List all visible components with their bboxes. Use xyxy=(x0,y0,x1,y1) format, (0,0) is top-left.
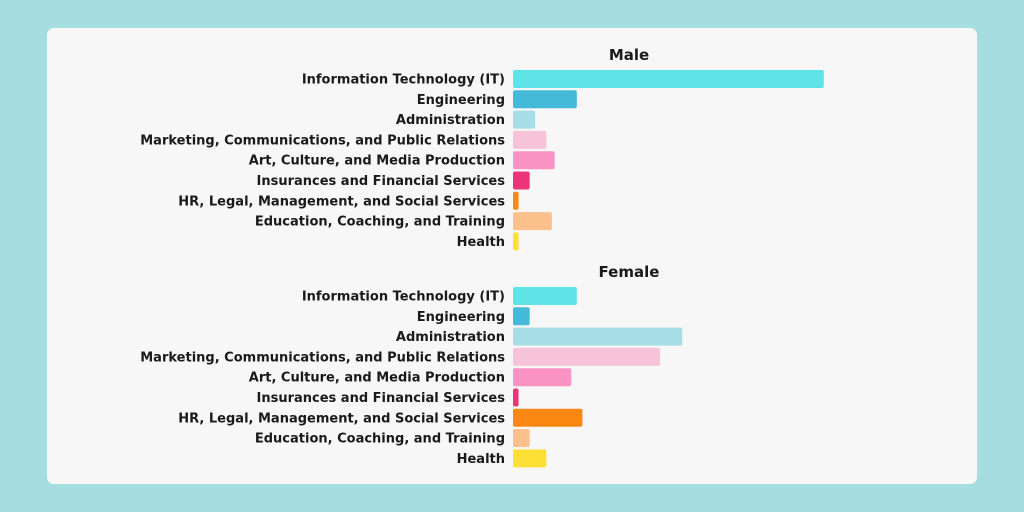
female-bar xyxy=(513,327,683,346)
horizontal-bar-chart: Male Information Technology (IT) Engineeri… xyxy=(140,46,824,468)
male-bar xyxy=(513,110,536,129)
female-panel: Female Information Technology (IT) Enginee… xyxy=(140,263,683,468)
female-category-label: Art, Culture, and Media Production xyxy=(249,371,505,386)
male-category-label: Administration xyxy=(396,113,505,128)
chart-card: Male Information Technology (IT) Engineeri… xyxy=(47,28,977,484)
female-bar xyxy=(513,449,547,468)
male-panel: Male Information Technology (IT) Engineeri… xyxy=(140,46,824,251)
female-bar xyxy=(513,368,572,387)
female-bar xyxy=(513,429,530,448)
male-category-label: Insurances and Financial Services xyxy=(257,174,506,189)
female-category-label: Insurances and Financial Services xyxy=(257,391,506,406)
male-bar xyxy=(513,232,519,251)
female-category-label: Marketing, Communications, and Public Re… xyxy=(140,350,505,365)
male-category-label: Education, Coaching, and Training xyxy=(255,215,505,230)
female-category-label: Health xyxy=(457,452,505,467)
male-category-label: Health xyxy=(457,235,505,250)
male-bar xyxy=(513,90,577,109)
male-category-label: Information Technology (IT) xyxy=(302,73,505,88)
female-category-label: Engineering xyxy=(417,310,505,325)
male-category-label: Engineering xyxy=(417,93,505,108)
female-panel-title: Female xyxy=(599,263,660,281)
male-category-label: Marketing, Communications, and Public Re… xyxy=(140,133,505,148)
female-category-label: Administration xyxy=(396,330,505,345)
male-bar xyxy=(513,212,552,231)
male-bar xyxy=(513,191,519,210)
female-bar xyxy=(513,307,530,326)
male-category-label: HR, Legal, Management, and Social Servic… xyxy=(178,194,505,209)
male-bar xyxy=(513,171,530,190)
female-bar xyxy=(513,388,519,407)
female-bar xyxy=(513,287,577,305)
male-bar xyxy=(513,70,824,88)
male-category-label: Art, Culture, and Media Production xyxy=(249,154,505,169)
male-bar xyxy=(513,130,547,149)
female-bar xyxy=(513,347,661,366)
female-category-label: Education, Coaching, and Training xyxy=(255,432,505,447)
female-category-label: Information Technology (IT) xyxy=(302,290,505,305)
female-bar xyxy=(513,408,583,427)
female-category-label: HR, Legal, Management, and Social Servic… xyxy=(178,411,505,426)
male-bar xyxy=(513,151,555,170)
male-panel-title: Male xyxy=(609,46,649,64)
